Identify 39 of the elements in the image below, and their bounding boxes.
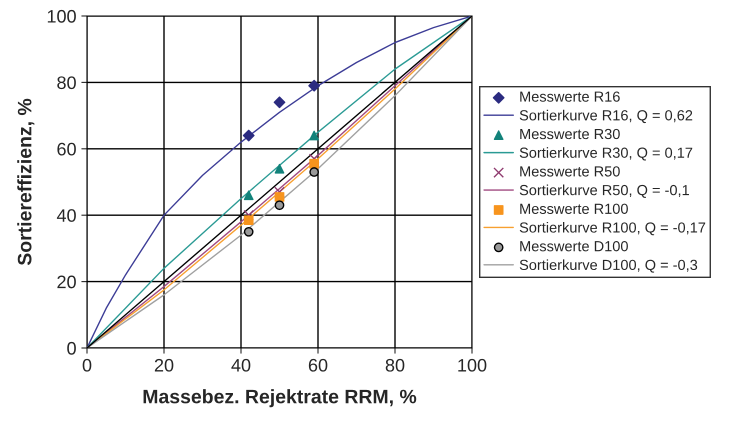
x-tick-label: 80 [386,358,404,372]
legend-label: Sortierkurve R16, Q = 0,62 [520,110,692,124]
x-tick-label: 60 [308,358,328,372]
point [309,130,320,140]
point [309,158,320,169]
x-axis-title: Massebez. Rejektrate RRM, % [144,389,416,408]
legend-label: Messwerte R100 [520,204,628,214]
y-tick-label: 60 [57,142,76,156]
legend-label: Sortierkurve D100, Q = -0,3 [520,259,698,273]
point [274,192,284,202]
x-tick-label: 0 [82,358,92,372]
point [244,226,254,237]
x-tick-label: 20 [154,358,174,372]
legend-label: Sortierkurve R100, Q = -0,17 [520,222,706,236]
point [274,200,284,210]
y-tick-label: 0 [67,342,76,355]
y-axis-title: Sortiereffizienz, % [17,98,34,266]
legend-label: Messwerte R50 [520,166,620,177]
x-tick-label: 40 [231,358,250,372]
legend-label: Messwerte R30 [520,128,620,140]
point [244,215,254,226]
y-tick-label: 20 [57,276,76,288]
point [274,96,286,108]
point [243,210,254,221]
x-tick-label: 100 [458,358,486,372]
y-tick-label: 80 [57,76,76,90]
point [242,130,255,142]
line-series [87,16,472,348]
legend-label: Messwerte D100 [520,241,628,252]
point [309,167,320,177]
y-tick-label: 40 [56,209,76,222]
legend-label: Sortierkurve R50, Q = -0,1 [520,184,689,198]
point [274,164,284,174]
point [308,153,320,164]
point [244,190,254,200]
point [308,80,320,92]
legend-label: Messwerte R16 [520,91,620,102]
legend-label: Sortierkurve R30, Q = 0,17 [520,147,692,160]
y-tick-label: 100 [48,10,76,23]
